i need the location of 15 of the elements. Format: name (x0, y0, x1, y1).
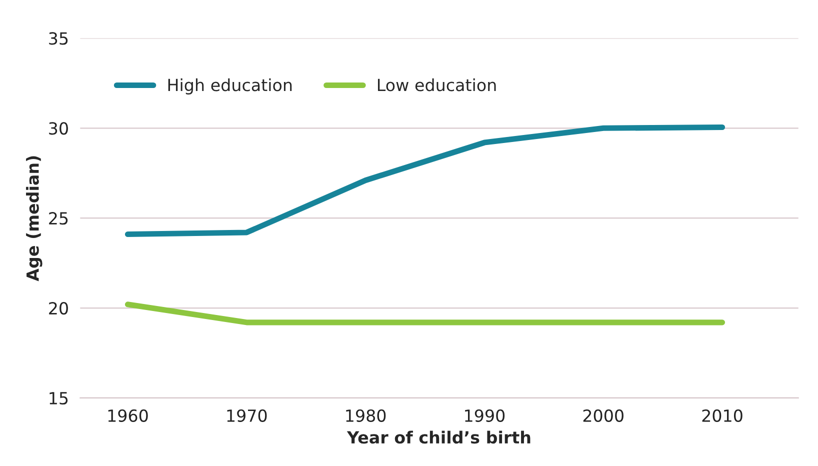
legend-label: Low education (378, 78, 496, 92)
y-tick-label: 30 (49, 122, 68, 135)
y-tick-label: 35 (49, 32, 68, 45)
legend-label: High education (168, 78, 292, 95)
x-axis-title: Year of child’s birth (346, 430, 530, 444)
x-tick-label: 2000 (583, 409, 624, 422)
x-tick-label: 2010 (702, 409, 742, 422)
x-tick-label: 1960 (108, 409, 148, 422)
x-tick-label: 1990 (465, 409, 505, 422)
x-tick-label: 1970 (227, 409, 267, 422)
y-tick-label: 20 (49, 302, 68, 315)
y-tick-label: 25 (49, 212, 68, 225)
y-axis-title: Age (median) (26, 156, 42, 282)
y-tick-label: 15 (50, 392, 68, 405)
x-tick-label: 1980 (346, 409, 386, 422)
